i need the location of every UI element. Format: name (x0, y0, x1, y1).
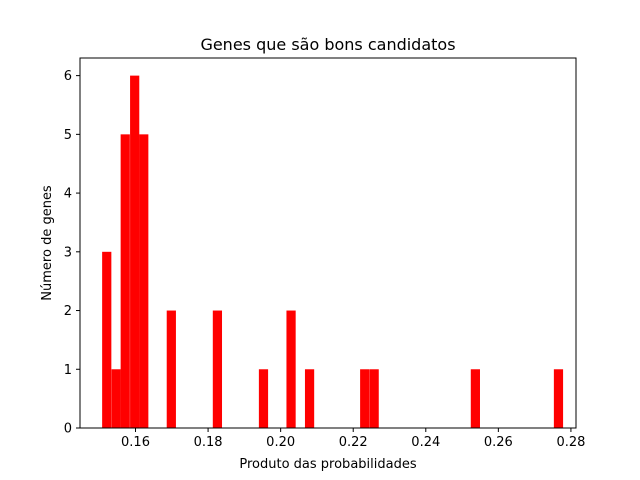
x-tick-label: 0.18 (194, 435, 223, 450)
bar-group (102, 75, 564, 428)
y-tick-label: 6 (64, 69, 72, 84)
x-axis-label: Produto das probabilidades (239, 457, 416, 472)
histogram-bar (120, 134, 130, 428)
histogram-bar (102, 251, 112, 428)
histogram-bar (139, 134, 149, 428)
y-axis-label: Número de genes (40, 185, 55, 301)
histogram-bar (130, 75, 140, 428)
histogram-bar (286, 310, 296, 428)
y-tick-label: 1 (64, 363, 72, 378)
x-tick-label: 0.26 (484, 435, 513, 450)
x-axis: 0.16 0.18 0.20 0.22 0.24 0.26 0.28 (121, 428, 585, 450)
x-tick-label: 0.22 (339, 435, 368, 450)
histogram-bar (258, 369, 269, 428)
x-tick-label: 0.20 (266, 435, 295, 450)
y-tick-label: 2 (64, 304, 72, 319)
x-tick-label: 0.28 (556, 435, 585, 450)
histogram-bar (166, 310, 176, 428)
y-tick-label: 3 (64, 245, 72, 260)
histogram-bar (369, 369, 379, 428)
y-axis: 0 1 2 3 4 5 6 (64, 69, 80, 437)
histogram-bar (304, 369, 315, 428)
y-tick-label: 5 (64, 128, 72, 143)
histogram-bar (470, 369, 480, 428)
x-tick-label: 0.16 (121, 435, 150, 450)
x-tick-label: 0.24 (411, 435, 440, 450)
plot-frame (79, 57, 577, 429)
histogram-bar (212, 310, 223, 428)
y-tick-label: 0 (64, 422, 72, 437)
histogram-bar (111, 369, 121, 428)
y-tick-label: 4 (64, 187, 72, 202)
chart-title: Genes que são bons candidatos (200, 35, 455, 54)
histogram-bar (360, 369, 370, 428)
histogram-bar (553, 369, 564, 428)
